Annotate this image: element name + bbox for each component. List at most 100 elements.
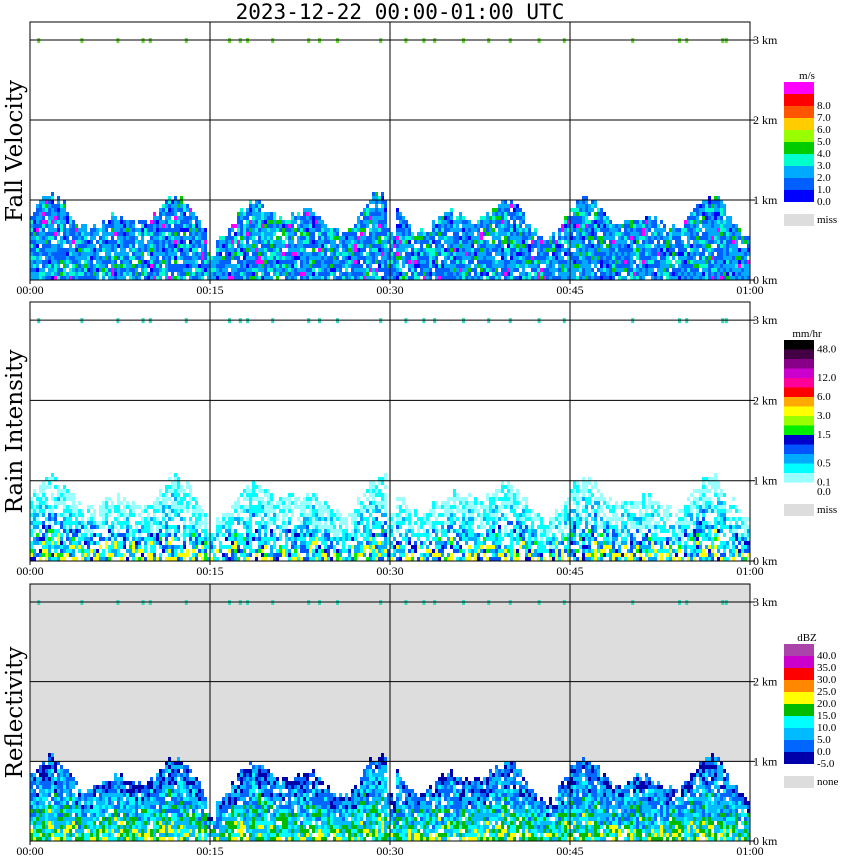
echo-cell: [603, 276, 606, 280]
echo-cell: [270, 545, 273, 549]
echo-cell: [627, 224, 630, 228]
echo-cell: [309, 529, 312, 533]
echo-cell: [60, 228, 63, 232]
echo-cell: [171, 525, 174, 529]
echo-cell: [531, 240, 534, 244]
echo-cell: [426, 268, 429, 272]
echo-cell: [516, 232, 519, 236]
echo-cell: [702, 256, 705, 260]
echo-cell: [666, 260, 669, 264]
echo-cell: [363, 244, 366, 248]
echo-cell: [54, 553, 57, 557]
echo-cell: [438, 240, 441, 244]
echo-cell: [177, 529, 180, 533]
echo-cell: [528, 248, 531, 252]
echo-cell: [93, 244, 96, 248]
echo-cell: [69, 224, 72, 228]
echo-cell: [516, 216, 519, 220]
echo-cell: [159, 244, 162, 248]
echo-cell: [261, 220, 264, 224]
echo-cell: [504, 212, 507, 216]
echo-cell: [546, 240, 549, 244]
echo-cell: [675, 240, 678, 244]
echo-cell: [720, 252, 723, 256]
echo-cell: [741, 272, 744, 276]
echo-cell: [378, 493, 381, 497]
echo-cell: [306, 549, 309, 553]
echo-cell: [63, 252, 66, 256]
echo-cell: [318, 272, 321, 276]
echo-cell: [516, 224, 519, 228]
echo-cell: [543, 248, 546, 252]
echo-cell: [504, 276, 507, 280]
echo-cell: [312, 541, 315, 545]
echo-cell: [303, 244, 306, 248]
echo-cell: [237, 272, 240, 276]
echo-cell: [174, 248, 177, 252]
echo-cell: [465, 248, 468, 252]
echo-cell: [645, 272, 648, 276]
echo-cell: [312, 553, 315, 557]
echo-cell: [165, 200, 168, 204]
echo-cell: [609, 240, 612, 244]
echo-cell: [645, 216, 648, 220]
echo-cell: [285, 497, 288, 501]
echo-cell: [309, 252, 312, 256]
echo-cell: [420, 228, 423, 232]
echo-cell: [699, 212, 702, 216]
echo-cell: [249, 509, 252, 513]
echo-cell: [219, 533, 222, 537]
echo-cell: [171, 240, 174, 244]
echo-cell: [144, 232, 147, 236]
echo-cell: [51, 505, 54, 509]
echo-cell: [333, 236, 336, 240]
echo-cell: [249, 553, 252, 557]
echo-cell: [150, 272, 153, 276]
echo-cell: [516, 256, 519, 260]
echo-cell: [114, 533, 117, 537]
echo-cell: [504, 260, 507, 264]
echo-cell: [411, 244, 414, 248]
echo-cell: [366, 505, 369, 509]
echo-cell: [519, 212, 522, 216]
echo-cell: [282, 505, 285, 509]
echo-cell: [63, 264, 66, 268]
echo-cell: [603, 224, 606, 228]
echo-cell: [723, 240, 726, 244]
echo-cell: [165, 497, 168, 501]
echo-cell: [159, 212, 162, 216]
echo-cell: [543, 244, 546, 248]
echo-cell: [594, 260, 597, 264]
echo-cell: [618, 240, 621, 244]
echo-cell: [432, 252, 435, 256]
echo-cell: [513, 252, 516, 256]
echo-cell: [426, 272, 429, 276]
echo-cell: [429, 276, 432, 280]
echo-cell: [309, 513, 312, 517]
echo-cell: [180, 220, 183, 224]
echo-cell: [57, 541, 60, 545]
echo-cell: [198, 517, 201, 521]
echo-cell: [588, 248, 591, 252]
echo-cell: [711, 212, 714, 216]
echo-cell: [297, 224, 300, 228]
echo-cell: [147, 553, 150, 557]
echo-cell: [342, 545, 345, 549]
echo-cell: [435, 276, 438, 280]
echo-cell: [621, 236, 624, 240]
echo-cell: [381, 220, 384, 224]
echo-cell: [558, 248, 561, 252]
echo-cell: [33, 224, 36, 228]
echo-cell: [180, 272, 183, 276]
echo-cell: [651, 248, 654, 252]
echo-cell: [117, 509, 120, 513]
echo-cell: [405, 228, 408, 232]
echo-cell: [369, 481, 372, 485]
echo-cell: [342, 260, 345, 264]
echo-cell: [81, 276, 84, 280]
echo-cell: [204, 545, 207, 549]
echo-cell: [201, 509, 204, 513]
echo-cell: [234, 248, 237, 252]
echo-cell: [450, 268, 453, 272]
echo-cell: [123, 260, 126, 264]
